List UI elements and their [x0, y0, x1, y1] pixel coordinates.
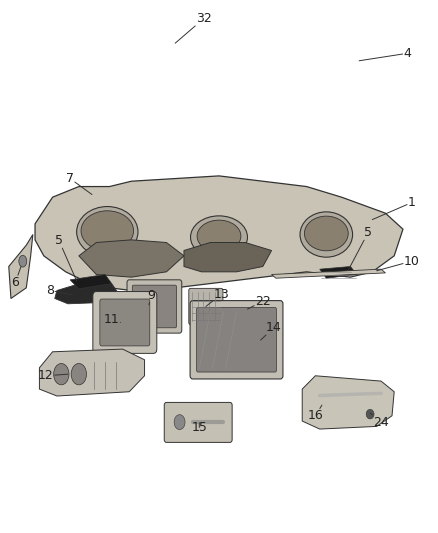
Text: 8: 8	[46, 284, 72, 297]
Polygon shape	[35, 176, 403, 290]
FancyBboxPatch shape	[127, 280, 182, 333]
Ellipse shape	[304, 216, 348, 251]
Text: 14: 14	[261, 321, 282, 340]
Polygon shape	[70, 274, 112, 289]
Ellipse shape	[238, 305, 248, 316]
Ellipse shape	[300, 212, 353, 257]
Text: 16: 16	[307, 405, 323, 422]
FancyBboxPatch shape	[189, 288, 223, 325]
Ellipse shape	[81, 211, 134, 251]
FancyBboxPatch shape	[164, 402, 232, 442]
Text: 24: 24	[370, 413, 389, 429]
Text: 22: 22	[247, 295, 271, 309]
FancyBboxPatch shape	[190, 301, 283, 379]
Polygon shape	[79, 240, 184, 277]
Polygon shape	[55, 282, 118, 304]
Ellipse shape	[197, 220, 241, 252]
Text: 6: 6	[11, 266, 21, 289]
FancyBboxPatch shape	[93, 292, 157, 353]
FancyBboxPatch shape	[100, 299, 150, 346]
Polygon shape	[320, 266, 357, 278]
Ellipse shape	[236, 302, 251, 318]
Ellipse shape	[54, 364, 69, 385]
Text: 7: 7	[66, 172, 92, 195]
Polygon shape	[39, 349, 145, 396]
Text: 12: 12	[38, 369, 68, 382]
Ellipse shape	[174, 415, 185, 430]
Text: 9: 9	[147, 289, 155, 305]
FancyBboxPatch shape	[132, 285, 177, 328]
Text: 5: 5	[55, 235, 77, 281]
Polygon shape	[272, 269, 385, 278]
FancyBboxPatch shape	[197, 308, 276, 372]
Text: 1: 1	[372, 196, 416, 220]
Text: 4: 4	[359, 47, 411, 61]
Ellipse shape	[77, 207, 138, 257]
Text: 15: 15	[191, 421, 207, 434]
Text: 13: 13	[206, 288, 229, 306]
Polygon shape	[302, 376, 394, 429]
Text: 32: 32	[175, 12, 212, 43]
Ellipse shape	[71, 364, 87, 385]
Polygon shape	[9, 235, 33, 298]
Text: 5: 5	[348, 227, 372, 270]
Text: 10: 10	[377, 255, 420, 271]
Ellipse shape	[19, 255, 27, 267]
Text: 11: 11	[104, 313, 120, 326]
Ellipse shape	[191, 216, 247, 259]
Ellipse shape	[366, 409, 374, 419]
Polygon shape	[184, 243, 272, 272]
